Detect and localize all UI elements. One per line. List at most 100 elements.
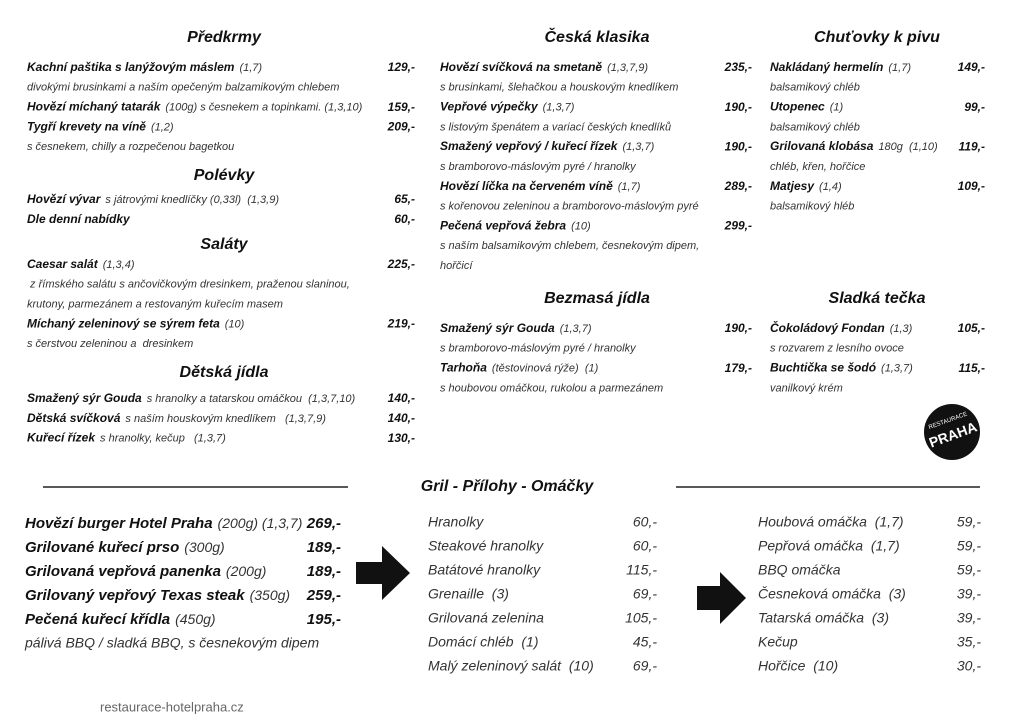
item-line: Čokoládový Fondan (1,3) bbox=[770, 320, 913, 335]
item-extra: (1,3,7) bbox=[560, 323, 592, 335]
item-name: Smažený sýr Gouda bbox=[27, 391, 142, 405]
item-price: 140,- bbox=[388, 411, 415, 425]
item-name: Nakládaný hermelín bbox=[770, 60, 883, 74]
item-line: Dle denní nabídky bbox=[27, 212, 131, 226]
grill-name: Grilované kuřecí prso bbox=[25, 539, 179, 556]
footer: restaurace-hotelpraha.cz bbox=[100, 699, 244, 714]
item-desc: z římského salátu s ančovičkovým dresink… bbox=[27, 279, 350, 291]
item-extra: (1,3,7,9) bbox=[607, 62, 648, 74]
item-line: Hovězí míchaný tatarák (100g) s česnekem … bbox=[27, 100, 363, 114]
item-desc: hořčicí bbox=[440, 260, 473, 272]
item-extra: 180g (1,10) bbox=[878, 141, 938, 153]
side-name: Grenaille (3) bbox=[428, 586, 509, 602]
item-name: Dle denní nabídky bbox=[27, 212, 131, 226]
item-price: 115,- bbox=[959, 361, 985, 375]
item-line: Kuřecí řízek s hranolky, kečup (1,3,7) bbox=[27, 431, 226, 445]
item-price: 105,- bbox=[958, 321, 985, 335]
sauce-price: 59,- bbox=[957, 514, 981, 530]
item-name: Caesar salát bbox=[27, 257, 99, 271]
grill-extra: (450g) bbox=[175, 611, 215, 627]
sauce-price: 35,- bbox=[957, 634, 981, 650]
item-price: 190,- bbox=[725, 321, 752, 335]
section-title: Chuťovky k pivu bbox=[814, 29, 940, 46]
item-desc: s naším balsamikovým chlebem, česnekovým… bbox=[440, 240, 699, 252]
item-desc: s kořenovou zeleninou a bramborovo-máslo… bbox=[440, 201, 699, 213]
grill-extra: (300g) bbox=[184, 539, 224, 555]
item-name: Vepřové výpečky bbox=[440, 100, 539, 114]
logo-badge bbox=[924, 404, 980, 460]
item-desc: s čerstvou zeleninou a dresinkem bbox=[27, 338, 193, 350]
arrow bbox=[356, 546, 410, 600]
grill-price: 259,- bbox=[306, 587, 341, 604]
item-name: Hovězí míchaný tatarák bbox=[27, 100, 162, 114]
item-extra: (1,7) bbox=[239, 62, 262, 74]
side-price: 69,- bbox=[633, 658, 657, 674]
side-name: Malý zeleninový salát (10) bbox=[428, 658, 594, 674]
grill-name: Hovězí burger Hotel Praha bbox=[25, 515, 213, 532]
item-price: 149,- bbox=[958, 60, 985, 74]
sauce-name: BBQ omáčka bbox=[758, 562, 841, 578]
grill-price: 189,- bbox=[307, 539, 341, 556]
item-price: 60,- bbox=[394, 212, 415, 226]
item-desc: vanilkový krém bbox=[770, 382, 843, 394]
side-price: 60,- bbox=[633, 514, 657, 530]
item-name: Tygří krevety na víně bbox=[27, 120, 146, 134]
item-extra: (1,3,7) bbox=[622, 141, 654, 153]
item-extra: (100g) s česnekem a topinkami. (1,3,10) bbox=[165, 102, 362, 114]
item-desc: s bramborovo-máslovým pyré / hranolky bbox=[440, 161, 637, 173]
side-price: 105,- bbox=[625, 610, 657, 626]
item-extra: (těstovinová rýže) (1) bbox=[492, 363, 599, 375]
item-desc: s bramborovo-máslovým pyré / hranolky bbox=[440, 343, 637, 355]
logo: RESTAURACE PRAHA bbox=[924, 404, 980, 460]
grill-name: Grilovaný vepřový Texas steak bbox=[25, 587, 245, 604]
grill-item: Hovězí burger Hotel Praha (200g) (1,3,7) bbox=[25, 515, 302, 532]
item-price: 289,- bbox=[724, 179, 752, 193]
arrow bbox=[697, 572, 746, 624]
side-price: 115,- bbox=[626, 562, 657, 578]
item-name: Buchtička se šodó bbox=[770, 361, 876, 375]
item-line: Hovězí svíčková na smetaně (1,3,7,9) bbox=[440, 60, 648, 74]
grill-item: Grilované kuřecí prso (300g) bbox=[25, 539, 225, 556]
side-name: Steakové hranolky bbox=[428, 538, 544, 554]
grill-price: 189,- bbox=[307, 563, 341, 580]
side-name: Hranolky bbox=[428, 514, 484, 530]
sauce-price: 39,- bbox=[957, 610, 981, 626]
item-name: Smažený vepřový / kuřecí řízek bbox=[440, 139, 619, 153]
item-name: Kuřecí řízek bbox=[27, 431, 96, 445]
sauce-price: 30,- bbox=[957, 658, 981, 674]
item-price: 209,- bbox=[387, 120, 415, 134]
item-price: 109,- bbox=[958, 179, 985, 193]
item-extra: s naším houskovým knedlíkem (1,3,7,9) bbox=[125, 413, 326, 425]
item-price: 130,- bbox=[388, 431, 415, 445]
item-desc: balsamikový hléb bbox=[770, 201, 854, 213]
section-title: Předkrmy bbox=[187, 29, 262, 46]
item-line: Grilovaná klobása 180g (1,10) bbox=[770, 139, 938, 153]
grill-extra: (200g) (1,3,7) bbox=[218, 515, 303, 531]
side-name: Domácí chléb (1) bbox=[428, 634, 538, 650]
side-price: 60,- bbox=[633, 538, 657, 554]
grill-name: Pečená kuřecí křídla bbox=[25, 611, 170, 628]
item-desc: s houbovou omáčkou, rukolou a parmezánem bbox=[440, 382, 663, 394]
item-desc: krutony, parmezánem a restovaným kuřecím… bbox=[27, 299, 283, 311]
item-extra: (1) bbox=[830, 102, 844, 114]
section-title: Dětská jídla bbox=[180, 364, 269, 381]
grill-extra: (350g) bbox=[250, 587, 290, 603]
side-name: Grilovaná zelenina bbox=[428, 610, 544, 626]
item-name: Matjesy bbox=[770, 179, 815, 193]
grill-item: Pečená kuřecí křídla (450g) bbox=[25, 611, 216, 628]
item-desc: s česnekem, chilly a rozpečenou bagetkou bbox=[27, 141, 234, 153]
grill-price: 195,- bbox=[307, 611, 341, 628]
item-name: Hovězí líčka na červeném víně bbox=[440, 179, 613, 193]
grill-price: 269,- bbox=[306, 515, 341, 532]
sauce-price: 59,- bbox=[957, 562, 981, 578]
item-name: Utopenec bbox=[770, 100, 825, 114]
item-price: 99,- bbox=[964, 100, 985, 114]
sauce-name: Hořčice (10) bbox=[758, 658, 838, 674]
item-desc: s listovým špenátem a variací českých kn… bbox=[440, 121, 671, 133]
item-price: 119,- bbox=[959, 139, 985, 153]
item-price: 159,- bbox=[388, 100, 415, 114]
item-price: 190,- bbox=[725, 100, 752, 114]
grill-extra: (200g) bbox=[226, 563, 266, 579]
item-line: Pečená vepřová žebra (10) bbox=[440, 219, 591, 233]
item-name: Pečená vepřová žebra bbox=[440, 219, 566, 233]
